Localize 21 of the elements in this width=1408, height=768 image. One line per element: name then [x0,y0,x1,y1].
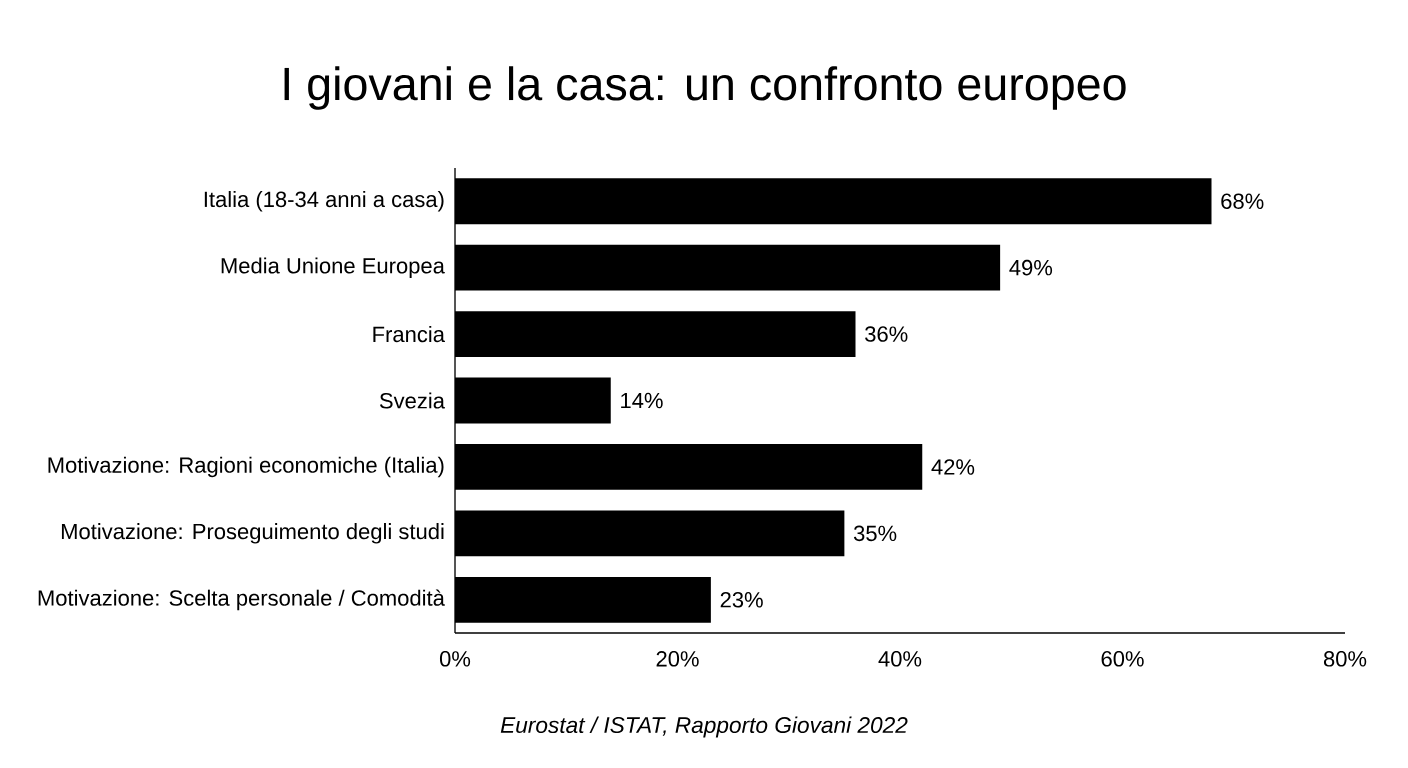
data-label: 23% [720,592,763,608]
y-tick-label: Svezia [379,392,445,409]
y-tick-label: Media Unione Europea [221,257,445,278]
data-label: 35% [853,525,897,542]
x-tick-label: 60% [1101,651,1144,667]
data-label: 36% [865,326,908,342]
data-label: 42% [931,459,975,475]
y-tick-label: Motivazione: Scelta personale / Comodità [38,589,445,611]
chart-title: I giovani e la casa: un confronto europeo [284,66,1126,110]
data-label: 14% [621,392,663,409]
x-tick-label: 80% [1323,651,1367,667]
data-label: 68% [1221,193,1264,210]
y-tick-label: Italia (18-34 anni a casa) [204,190,444,212]
y-tick-label: Motivazione: Proseguimento degli studi [61,523,444,544]
x-tick-label: 0% [439,651,471,667]
y-tick-label: Francia [373,326,445,343]
text: Eurostat / ISTAT, Rapporto Giovani 2022 [500,716,908,738]
x-tick-label: 40% [878,651,922,667]
x-tick-label: 20% [656,651,699,667]
y-tick-label: Motivazione: Ragioni economiche (Italia) [48,456,444,478]
data-label: 49% [1009,259,1053,276]
